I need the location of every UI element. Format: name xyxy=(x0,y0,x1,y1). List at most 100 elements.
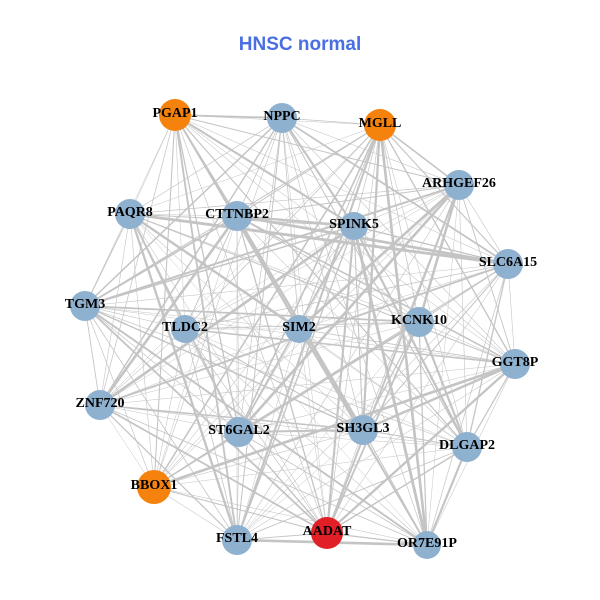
node-label-BBOX1: BBOX1 xyxy=(131,478,178,493)
edge-NPPC-SLC6A15 xyxy=(281,117,509,265)
node-OR7E91P xyxy=(413,531,441,559)
node-KCNK10 xyxy=(404,307,434,337)
edge-GGT8P-ST6GAL2 xyxy=(238,363,516,433)
edge-TGM3-FSTL4 xyxy=(84,305,238,541)
edge-SH3GL3-DLGAP2 xyxy=(362,429,468,448)
edge-TLDC2-GGT8P xyxy=(184,328,516,365)
edge-DLGAP2-BBOX1 xyxy=(153,446,468,488)
edge-CTTNBP2-SLC6A15 xyxy=(236,214,509,266)
edge-MGLL-SIM2 xyxy=(298,124,381,330)
node-TLDC2 xyxy=(171,315,199,343)
node-SPINK5 xyxy=(340,212,368,240)
edge-NPPC-ST6GAL2 xyxy=(238,117,283,433)
edge-CTTNBP2-AADAT xyxy=(236,215,328,534)
edge-PAQR8-TGM3 xyxy=(84,213,131,307)
edge-SPINK5-TGM3 xyxy=(84,225,355,307)
edge-NPPC-SIM2 xyxy=(281,117,300,330)
edge-ST6GAL2-OR7E91P xyxy=(238,431,428,546)
edge-MGLL-ZNF720 xyxy=(99,124,381,406)
edge-TGM3-ZNF720 xyxy=(84,305,101,406)
nodes-layer xyxy=(70,99,530,559)
edge-SPINK5-FSTL4 xyxy=(236,225,355,541)
edge-PGAP1-NPPC xyxy=(174,114,283,119)
node-CTTNBP2 xyxy=(222,201,252,231)
edges-layer xyxy=(84,114,516,547)
node-label-GGT8P: GGT8P xyxy=(492,355,539,370)
node-label-AADAT: AADAT xyxy=(303,524,352,539)
edge-ARHGEF26-ZNF720 xyxy=(99,184,460,406)
node-label-TGM3: TGM3 xyxy=(65,297,105,312)
edge-SIM2-KCNK10 xyxy=(298,321,420,330)
edge-TGM3-AADAT xyxy=(84,305,328,534)
edge-SPINK5-SLC6A15 xyxy=(353,225,509,265)
node-DLGAP2 xyxy=(452,432,482,462)
edge-CTTNBP2-TGM3 xyxy=(84,215,238,307)
node-MGLL xyxy=(364,109,396,141)
node-label-PAQR8: PAQR8 xyxy=(107,205,153,220)
edge-PAQR8-CTTNBP2 xyxy=(129,213,238,217)
node-label-MGLL: MGLL xyxy=(359,116,402,131)
edge-ST6GAL2-FSTL4 xyxy=(236,431,240,541)
edge-ARHGEF26-TLDC2 xyxy=(184,184,460,330)
node-label-DLGAP2: DLGAP2 xyxy=(439,438,495,453)
edge-GGT8P-ZNF720 xyxy=(99,363,516,406)
plot-title: HNSC normal xyxy=(239,34,361,55)
edge-MGLL-GGT8P xyxy=(379,124,516,365)
edge-ZNF720-FSTL4 xyxy=(99,404,238,541)
edge-DLGAP2-FSTL4 xyxy=(236,446,468,541)
edge-MGLL-SPINK5 xyxy=(353,124,381,227)
edge-SLC6A15-OR7E91P xyxy=(426,263,509,546)
node-ZNF720 xyxy=(85,390,115,420)
node-label-KCNK10: KCNK10 xyxy=(391,313,447,328)
edge-GGT8P-SH3GL3 xyxy=(362,362,516,432)
edge-KCNK10-GGT8P xyxy=(418,321,516,365)
edge-ZNF720-AADAT xyxy=(99,404,328,534)
edge-PAQR8-BBOX1 xyxy=(129,213,155,488)
edge-ARHGEF26-OR7E91P xyxy=(426,184,460,546)
node-ARHGEF26 xyxy=(444,170,474,200)
edge-SIM2-ST6GAL2 xyxy=(238,328,300,433)
edge-KCNK10-ZNF720 xyxy=(99,321,420,406)
edge-MGLL-ARHGEF26 xyxy=(379,124,460,186)
edge-KCNK10-DLGAP2 xyxy=(417,321,469,448)
edge-PAQR8-GGT8P xyxy=(129,213,516,365)
edge-SPINK5-GGT8P xyxy=(353,225,516,365)
edge-KCNK10-OR7E91P xyxy=(418,321,428,546)
edge-MGLL-PAQR8 xyxy=(129,124,381,215)
edge-TLDC2-BBOX1 xyxy=(153,328,186,488)
edge-TGM3-DLGAP2 xyxy=(84,305,468,448)
edge-ZNF720-DLGAP2 xyxy=(99,404,468,448)
edge-SLC6A15-TLDC2 xyxy=(184,263,509,330)
edge-PGAP1-DLGAP2 xyxy=(174,114,468,448)
node-GGT8P xyxy=(500,349,530,379)
edge-TGM3-SH3GL3 xyxy=(84,305,364,431)
edge-SPINK5-SH3GL3 xyxy=(353,225,364,431)
edge-CTTNBP2-TLDC2 xyxy=(184,215,238,330)
edge-TLDC2-OR7E91P xyxy=(184,328,428,546)
edge-SLC6A15-GGT8P xyxy=(507,263,516,365)
node-label-PGAP1: PGAP1 xyxy=(152,106,197,121)
node-label-SPINK5: SPINK5 xyxy=(329,217,379,232)
edge-TLDC2-DLGAP2 xyxy=(184,328,468,448)
node-label-OR7E91P: OR7E91P xyxy=(397,536,457,551)
node-SIM2 xyxy=(285,315,313,343)
node-label-NPPC: NPPC xyxy=(263,109,300,124)
edge-TGM3-KCNK10 xyxy=(84,305,420,323)
edge-SPINK5-ZNF720 xyxy=(99,224,355,407)
edge-ARHGEF26-CTTNBP2 xyxy=(236,184,460,217)
edge-CTTNBP2-GGT8P xyxy=(236,215,516,365)
edge-PGAP1-SPINK5 xyxy=(174,114,355,227)
edge-ARHGEF26-SPINK5 xyxy=(353,184,460,227)
edge-TGM3-TLDC2 xyxy=(84,305,186,330)
edge-TLDC2-ST6GAL2 xyxy=(184,328,240,433)
edge-TGM3-BBOX1 xyxy=(84,305,155,488)
edge-GGT8P-FSTL4 xyxy=(236,363,516,541)
edge-SH3GL3-OR7E91P xyxy=(362,429,428,546)
edge-ST6GAL2-SH3GL3 xyxy=(238,429,364,433)
edge-PGAP1-FSTL4 xyxy=(174,114,238,541)
edge-SPINK5-KCNK10 xyxy=(353,225,420,323)
node-label-TLDC2: TLDC2 xyxy=(162,320,208,335)
edge-ST6GAL2-AADAT xyxy=(238,431,328,534)
